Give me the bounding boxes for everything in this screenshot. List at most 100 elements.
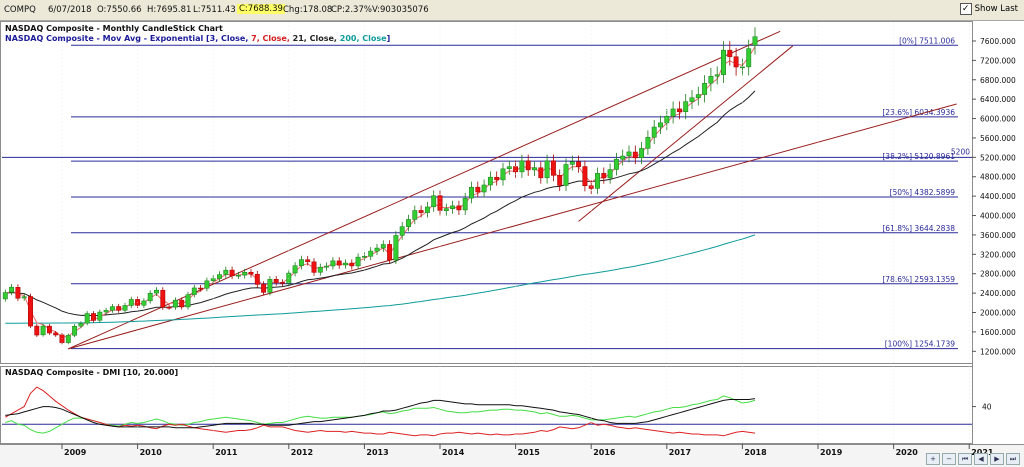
candle-body [525, 160, 531, 171]
y-tick-label: 1600.000 [980, 328, 1016, 337]
change-percent-value: CP:2.37% [331, 5, 372, 15]
y-tick-label: 5600.000 [980, 134, 1016, 143]
candle-body [34, 325, 40, 336]
candle-body [229, 269, 235, 277]
candle-body [248, 272, 254, 275]
candle-body [387, 244, 393, 261]
chart-navigation: + − ⏮ ◀ ▶ ⏭ [926, 453, 1020, 465]
candle-body [336, 260, 342, 266]
fib-label: [78.6%] 2593.1359 [882, 275, 955, 284]
candle-body [21, 296, 27, 299]
candle-body [154, 289, 159, 294]
candle-body [72, 325, 78, 336]
candle-body [431, 195, 437, 208]
ema200-line [5, 234, 756, 324]
candle-body [506, 166, 512, 169]
y-tick-label: 6800.000 [980, 76, 1016, 85]
candle-body [116, 306, 122, 311]
candle-body [563, 164, 569, 186]
y-tick-label: 2000.000 [980, 309, 1016, 318]
candle-body [141, 300, 147, 306]
trendline [68, 103, 957, 350]
ma-legend-suffix: ] [387, 34, 391, 43]
candle-body [355, 256, 361, 267]
candle-body [198, 287, 204, 290]
candle-body [494, 176, 500, 181]
fib-label: [61.8%] 3644.2838 [882, 224, 955, 233]
candle-body [160, 289, 166, 308]
candle-body [733, 56, 739, 68]
dmi-panel-title: NASDAQ Composite - DMI [10, 20.000] [5, 368, 178, 377]
level-label: 5200 [951, 147, 970, 156]
candle-body [519, 160, 525, 173]
candle-body [172, 299, 178, 308]
candle-body [538, 167, 544, 179]
candle-body [714, 74, 720, 77]
candle-body [393, 235, 399, 261]
scroll-left-icon[interactable]: ◀ [974, 453, 988, 465]
checkbox-icon[interactable]: ✓ [959, 3, 972, 15]
candle-body [721, 49, 726, 75]
candle-body [330, 260, 336, 267]
candle-body [84, 313, 90, 324]
candle-body [361, 256, 367, 258]
candle-body [280, 282, 285, 284]
show-last-toggle[interactable]: ✓ Show Last [959, 3, 1018, 15]
y-tick-label: 4000.000 [980, 212, 1016, 221]
candle-body [46, 325, 52, 334]
candle-body [601, 173, 607, 179]
y-tick-label: 5200.000 [980, 153, 1016, 162]
price-panel [0, 21, 973, 364]
x-tick-label: 2020 [896, 448, 919, 457]
y-tick-label: 1200.000 [980, 347, 1016, 356]
candle-body [298, 259, 304, 266]
candle-body [223, 269, 229, 275]
ma-legend-ema200: 200, Close [340, 34, 387, 43]
x-tick-label: 2016 [593, 448, 616, 457]
candle-body [204, 280, 210, 289]
candle-body [399, 226, 405, 236]
scroll-end-icon[interactable]: ⏭ [1006, 453, 1020, 465]
candle-body [28, 296, 33, 327]
candle-body [97, 311, 103, 321]
candle-body [475, 186, 481, 193]
candle-body [727, 49, 733, 58]
candle-body [557, 175, 563, 186]
candle-body [349, 262, 355, 267]
candle-body [267, 279, 273, 293]
y-tick-label: 2400.000 [980, 289, 1016, 298]
candle-body [469, 186, 474, 199]
zoom-out-icon[interactable]: − [942, 453, 956, 465]
ma-legend-ema7: 7, Close, [251, 34, 290, 43]
candle-body [65, 335, 71, 343]
scroll-right-icon[interactable]: ▶ [990, 453, 1004, 465]
x-axis-strip [0, 444, 1024, 467]
time-axis: 2009 2010 2011 2012 2013 2014 2015 2016 2017 2018… [61, 22, 994, 457]
candle-body [632, 151, 638, 159]
candle-body [53, 332, 59, 336]
candle-body [305, 259, 311, 263]
candle-body [658, 122, 663, 128]
candle-body [500, 168, 506, 181]
candle-body [613, 158, 619, 170]
candle-body [481, 184, 487, 193]
candle-body [324, 265, 330, 268]
candle-body [424, 206, 430, 213]
y-tick-label: 2800.000 [980, 270, 1016, 279]
candle-body [109, 306, 115, 311]
candle-body [179, 299, 185, 308]
zoom-in-icon[interactable]: + [926, 453, 940, 465]
open-value: O:7550.66 [97, 5, 142, 15]
candle-body [588, 185, 594, 189]
high-value: H:7695.81 [147, 5, 192, 15]
scroll-start-icon[interactable]: ⏮ [958, 453, 972, 465]
price-axis: 1200.000 1600.000 2000.000 2400.000 2800.000… [972, 37, 1016, 356]
date-label: 6/07/2018 [48, 5, 92, 15]
candle-body [664, 115, 670, 124]
y-tick-label: 7200.000 [980, 56, 1016, 65]
candle-body [676, 108, 682, 113]
candle-body [273, 279, 279, 283]
candle-body [595, 173, 600, 189]
candle-body [235, 274, 241, 277]
